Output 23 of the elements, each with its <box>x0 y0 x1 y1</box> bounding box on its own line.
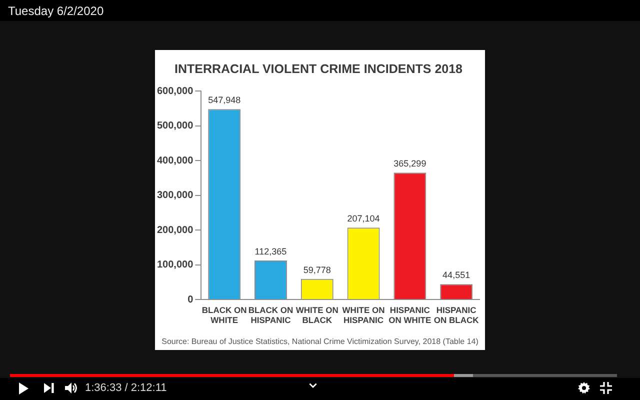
text: Tuesday 6/2/2020 <box>8 4 104 18</box>
y-tick-label: 500,000 <box>156 120 194 132</box>
y-tick-label: 200,000 <box>156 224 194 236</box>
chart-title: INTERRACIAL VIOLENT CRIME INCIDENTS 2018 <box>174 62 463 76</box>
x-tick-label: HISPANIC ON BLACK <box>434 305 480 326</box>
x-tick-label: BLACK ON HISPANIC <box>248 305 294 326</box>
data-label: 547,948 <box>208 95 241 106</box>
x-tick-label: WHITE ON BLACK <box>296 305 338 326</box>
x-tick-label: BLACK ON WHITE <box>202 305 247 326</box>
y-tick-label: 300,000 <box>156 190 194 202</box>
data-label: 59,778 <box>303 264 331 275</box>
data-label: 44,551 <box>442 270 470 280</box>
text: 1:36:33 / 2:12:11 <box>85 382 167 395</box>
y-tick-label: 600,000 <box>156 86 194 97</box>
source-note: Source: Bureau of Justice Statistics, National Crime Victimization Survey, 2018 (Table 14) <box>162 337 479 346</box>
y-tick-label: 400,000 <box>156 155 194 166</box>
data-label: 365,299 <box>394 158 426 169</box>
x-tick-label: WHITE ON HISPANIC <box>342 305 385 326</box>
x-tick-label: HISPANIC ON WHITE <box>388 305 432 326</box>
y-tick-label: 100,000 <box>156 260 194 271</box>
y-tick-label: 0 <box>188 294 194 306</box>
data-label: 112,365 <box>254 246 287 257</box>
data-label: 207,104 <box>347 214 380 224</box>
